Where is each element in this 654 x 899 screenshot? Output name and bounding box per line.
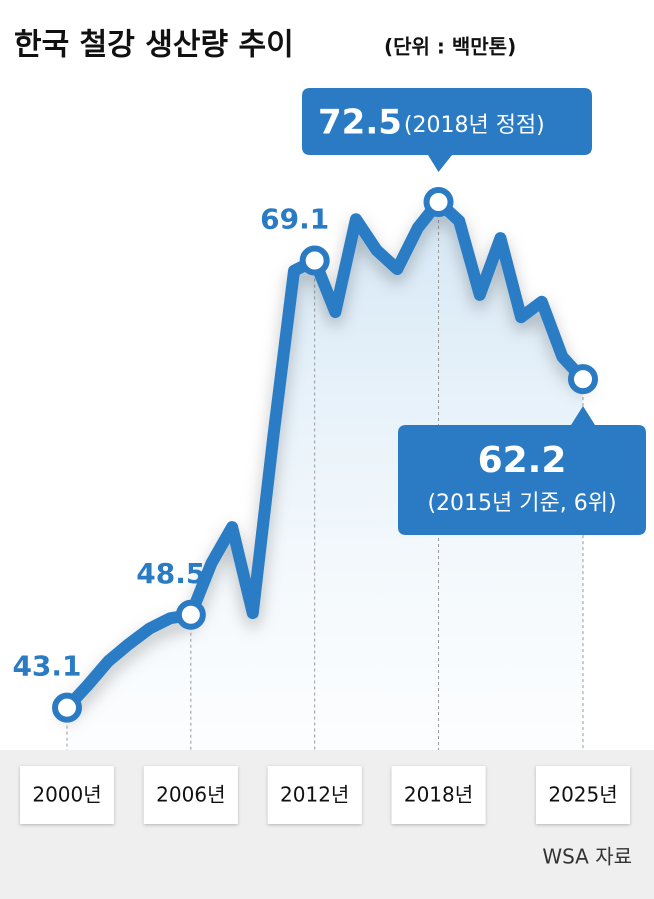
x-tick-box (536, 766, 630, 824)
marker (52, 692, 82, 723)
callout (302, 88, 592, 172)
x-tick-box (143, 766, 238, 824)
chart-subtitle: (단위 : 백만톤) (384, 35, 516, 59)
callout-value: 62.2 (478, 440, 567, 481)
line (61, 196, 589, 714)
x-tick-label: 2006년 (156, 783, 225, 807)
marker (568, 364, 598, 395)
chart-title: 한국 철강 생산량 추이 (14, 28, 294, 63)
x-tick-box (267, 766, 362, 824)
marker (299, 245, 330, 276)
data-label: 48.5 (136, 557, 205, 590)
data-label: 43.1 (12, 650, 81, 683)
marker (423, 187, 454, 217)
callout-value: 72.5 (318, 103, 402, 143)
annotation: (2015년 기준, 6위) (427, 491, 616, 516)
source: WSA 자료 (542, 845, 632, 869)
annotation: (2018년 정점) (404, 113, 545, 138)
marker (175, 599, 206, 630)
x-tick-label: 2018년 (404, 783, 473, 807)
callout (398, 406, 646, 535)
data-label: 69.1 (260, 202, 329, 235)
x-tick-label: 2000년 (32, 783, 101, 807)
x-tick-box (391, 766, 486, 824)
x-tick-label: 2012년 (280, 783, 349, 807)
x-tick-box (20, 766, 114, 824)
x-tick-label: 2025년 (548, 783, 617, 807)
